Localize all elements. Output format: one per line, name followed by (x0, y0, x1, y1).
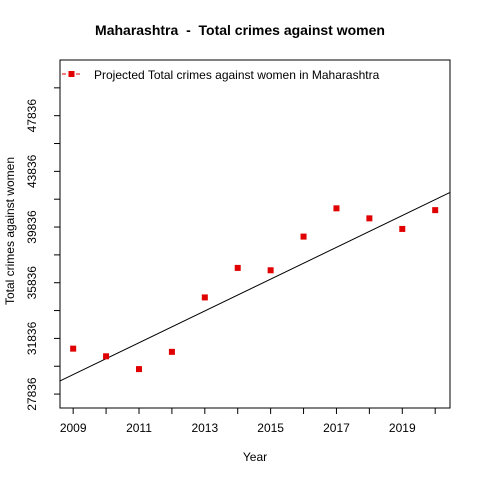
x-tick-label: 2015 (257, 421, 284, 435)
y-tick-label: 35836 (25, 266, 39, 300)
x-tick-label: 2019 (389, 421, 416, 435)
x-tick-label: 2009 (60, 421, 87, 435)
legend-marker (68, 71, 75, 77)
y-tick-label: 31836 (25, 321, 39, 355)
data-point (432, 207, 439, 214)
data-point (135, 366, 142, 373)
data-point (300, 233, 307, 240)
data-point (333, 205, 340, 212)
data-point (201, 294, 208, 301)
plot-frame (59, 59, 451, 409)
x-tick-label: 2017 (323, 421, 350, 435)
legend-label: Projected Total crimes against women in … (94, 68, 380, 82)
y-tick-label: 43836 (25, 154, 39, 188)
data-point (70, 345, 77, 352)
data-point (366, 215, 373, 222)
data-point (103, 353, 110, 360)
data-point (168, 348, 175, 355)
x-axis-label: Year (242, 450, 268, 464)
x-tick-label: 2011 (126, 421, 152, 435)
data-point (399, 225, 406, 232)
chart-title: Maharashtra - Total crimes against women (95, 22, 385, 38)
data-point (234, 264, 241, 271)
x-tick-label: 2013 (191, 421, 218, 435)
y-tick-label: 47836 (25, 99, 39, 133)
trend-line (59, 192, 451, 382)
data-point (267, 267, 274, 274)
y-tick-label: 27836 (25, 377, 39, 411)
y-tick-label: 39836 (25, 210, 39, 244)
